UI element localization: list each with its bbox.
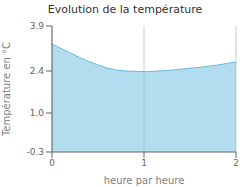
svg-text:Température en °C: Température en °C (8, 42, 12, 137)
svg-text:1: 1 (141, 158, 147, 168)
svg-text:heure par heure: heure par heure (104, 175, 185, 186)
svg-text:1.0: 1.0 (30, 108, 45, 118)
svg-text:2: 2 (233, 158, 239, 168)
svg-text:-0.3: -0.3 (26, 147, 44, 157)
svg-text:2.4: 2.4 (30, 66, 45, 76)
svg-text:0: 0 (49, 158, 55, 168)
html-text:Evolution de la température: Evolution de la température (47, 3, 203, 16)
svg-text:3.9: 3.9 (30, 21, 45, 31)
